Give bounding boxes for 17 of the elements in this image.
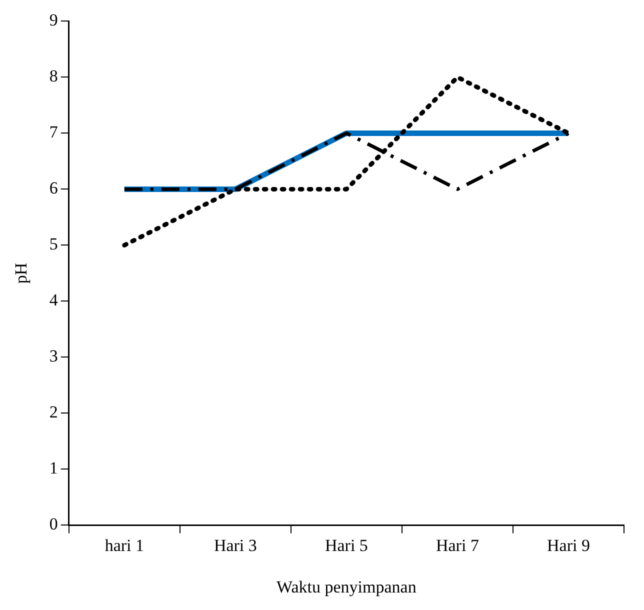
y-tick-label: 9 <box>49 10 58 30</box>
x-tick-label: hari 1 <box>104 536 144 555</box>
y-tick-label: 7 <box>49 122 58 142</box>
y-tick-label: 2 <box>49 402 58 422</box>
y-tick-label: 8 <box>49 66 58 86</box>
y-tick-label: 0 <box>49 514 58 534</box>
x-tick-label: Hari 9 <box>547 536 590 555</box>
y-tick-label: 4 <box>49 290 58 310</box>
x-tick-label: Hari 3 <box>214 536 257 555</box>
y-tick-label: 1 <box>49 458 58 478</box>
y-tick-label: 3 <box>49 346 58 366</box>
x-tick-label: Hari 7 <box>436 536 480 555</box>
x-axis-title: Waktu penyimpanan <box>276 577 417 596</box>
x-tick-label: Hari 5 <box>324 536 368 555</box>
y-tick-label: 5 <box>49 234 58 254</box>
y-tick-label: 6 <box>49 178 58 198</box>
y-axis-title: pH <box>12 262 31 284</box>
